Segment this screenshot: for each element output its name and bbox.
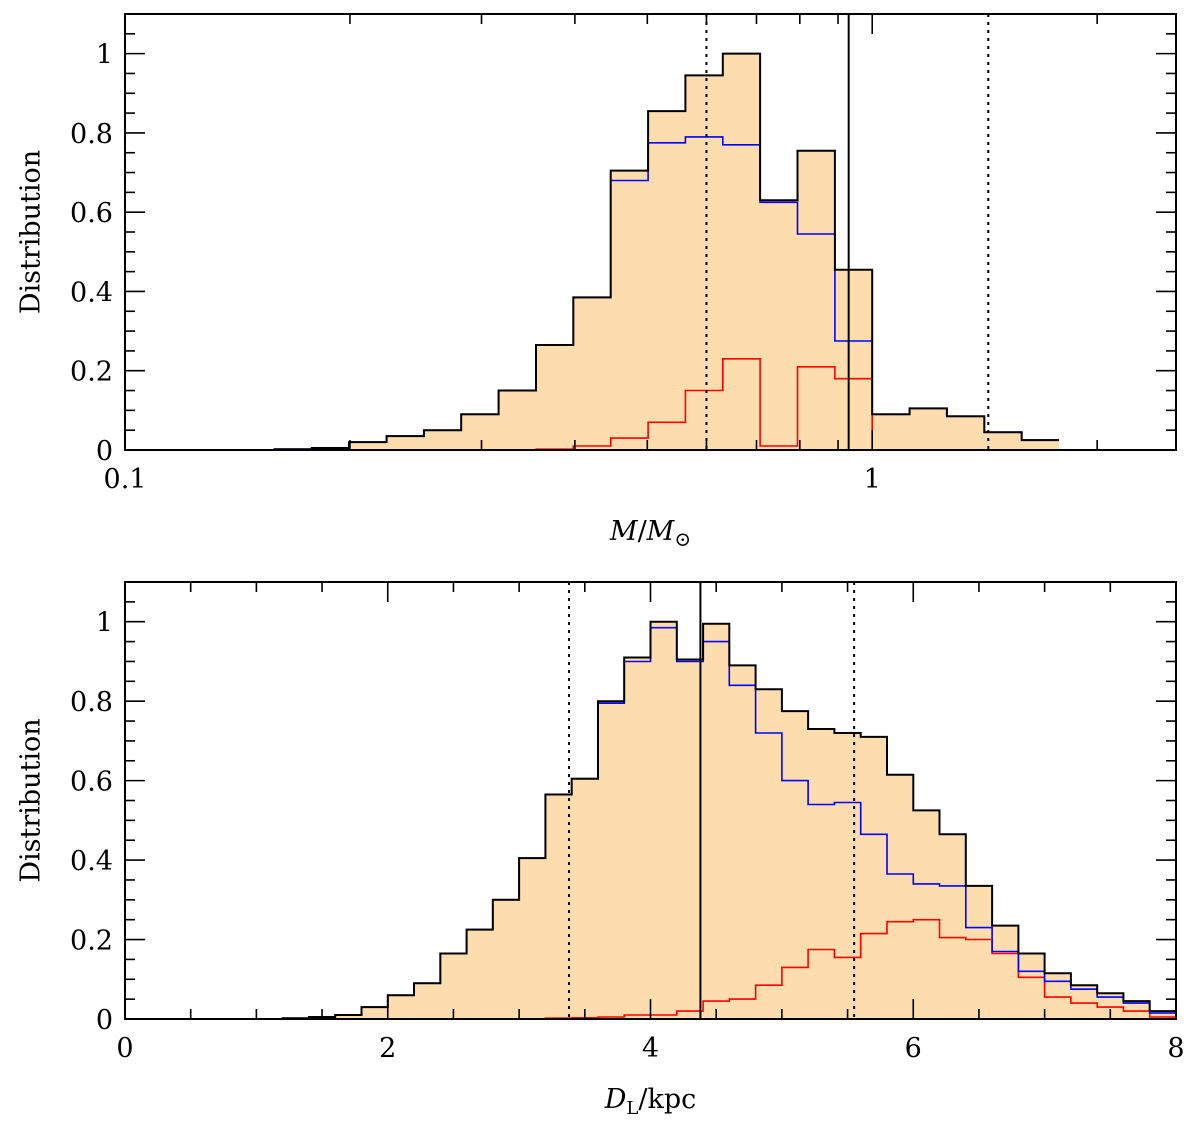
mass-x-label-sun-symbol: ⊙ <box>674 527 691 551</box>
mass-histogram-panel: 0.1 100.20.40.60.81 Distribution M/M⊙ <box>15 13 1177 551</box>
x-tick-label: 2 <box>379 1033 396 1064</box>
x-tick-label: 0.1 <box>104 464 147 495</box>
y-tick-label: 1 <box>96 608 113 639</box>
series-step-line-total <box>125 620 1177 1020</box>
mass-vline-layer <box>705 14 990 450</box>
mass-x-label-base: M <box>609 516 639 547</box>
distance-plot-frame <box>124 581 1177 1020</box>
mass-y-axis-label: Distribution <box>15 150 46 314</box>
mass-x-label-slash: / <box>638 516 648 547</box>
mass-tick-label-layer: 0.1 1 0 0.2 0.4 0.6 0.8 1 <box>70 40 881 495</box>
distance-vline-layer <box>568 582 856 1019</box>
x-tick-label: 1 <box>864 464 881 495</box>
y-tick-label: 0.8 <box>70 687 113 718</box>
y-tick-label: 0 <box>96 1005 113 1036</box>
x-tick-label: 0 <box>116 1033 133 1064</box>
y-tick-label: 0.4 <box>70 277 113 308</box>
distance-x-label-sub: L <box>626 1098 638 1119</box>
x-tick-label: 6 <box>905 1033 922 1064</box>
distance-tick-label-layer: 0 2 4 6 8 0 0.2 0.4 0.6 0.8 1 <box>70 608 1185 1064</box>
distance-y-axis-label: Distribution <box>15 718 46 882</box>
y-tick-label: 0 <box>96 436 113 467</box>
distance-x-label-unit: /kpc <box>638 1084 696 1115</box>
mass-plot-frame <box>124 13 1177 451</box>
y-tick-label: 1 <box>96 40 113 71</box>
mass-x-axis-label: M/M⊙ <box>609 516 691 551</box>
distance-histogram-panel: 0 2 4 6 8 0 0.2 0.4 0.6 0.8 1 Distribution DL/kpc <box>15 581 1185 1119</box>
histogram-fill-area <box>125 53 1059 450</box>
x-tick-label: 4 <box>642 1033 659 1064</box>
y-tick-label: 0.4 <box>70 846 113 877</box>
y-tick-label: 0.6 <box>70 198 113 229</box>
mass-x-label-denom: M <box>646 516 676 547</box>
distance-x-label-base: D <box>604 1084 627 1115</box>
series-step-line-total <box>125 52 1059 451</box>
y-tick-label: 0.2 <box>70 926 113 957</box>
y-tick-label: 0.2 <box>70 357 113 388</box>
mass-tick-layer <box>124 13 1176 451</box>
distance-x-axis-label: DL/kpc <box>604 1084 696 1119</box>
mass-fill-layer <box>125 53 1059 450</box>
y-tick-label: 0.6 <box>70 767 113 798</box>
y-tick-label: 0.8 <box>70 119 113 150</box>
x-tick-label: 8 <box>1167 1033 1184 1064</box>
distance-tick-layer <box>124 581 1177 1020</box>
